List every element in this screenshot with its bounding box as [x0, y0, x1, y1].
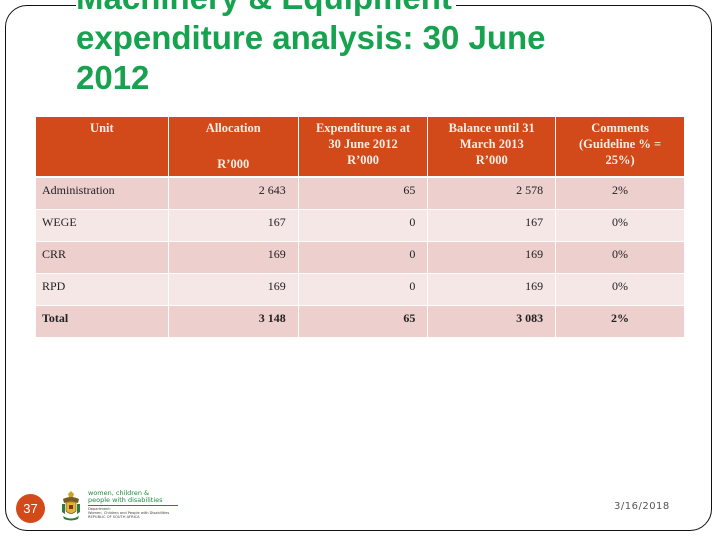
cell-comments: 0%: [556, 274, 684, 306]
cell-allocation: 169: [168, 242, 299, 274]
cell-unit: CRR: [36, 242, 169, 274]
table-header-row: Unit Allocation R’000 Expenditure as at …: [36, 117, 684, 178]
cell-balance: 2 578: [428, 178, 557, 210]
cell-comments: 0%: [556, 210, 684, 242]
cell-unit: Total: [36, 306, 169, 338]
header-balance: Balance until 31 March 2013 R’000: [428, 117, 557, 178]
table-row: WEGE 167 0 167 0%: [36, 210, 684, 242]
cell-unit: RPD: [36, 274, 169, 306]
table-row: RPD 169 0 169 0%: [36, 274, 684, 306]
cell-allocation: 2 643: [168, 178, 299, 210]
cell-allocation: 3 148: [168, 306, 299, 338]
slide-title: Machinery & Equipment expenditure analys…: [76, 0, 676, 98]
slide-number-badge: 37: [16, 494, 45, 523]
cell-expenditure: 0: [298, 242, 429, 274]
cell-expenditure: 65: [298, 306, 429, 338]
header-expenditure: Expenditure as at 30 June 2012 R’000: [298, 117, 429, 178]
table-row: CRR 169 0 169 0%: [36, 242, 684, 274]
cell-allocation: 169: [168, 274, 299, 306]
cell-expenditure: 0: [298, 274, 429, 306]
cell-comments: 2%: [556, 306, 684, 338]
logo-main-text: women, children & people with disabiliti…: [88, 490, 178, 506]
cell-expenditure: 0: [298, 210, 429, 242]
cell-balance: 167: [428, 210, 557, 242]
department-logo: women, children & people with disabiliti…: [60, 490, 178, 526]
header-allocation: Allocation R’000: [168, 117, 299, 178]
cell-balance: 169: [428, 242, 557, 274]
cell-balance: 169: [428, 274, 557, 306]
cell-expenditure: 65: [298, 178, 429, 210]
table-row-total: Total 3 148 65 3 083 2%: [36, 306, 684, 338]
slide-number: 37: [23, 501, 38, 516]
logo-sub-text: Department: Women, Children and People w…: [88, 507, 170, 520]
header-unit: Unit: [36, 117, 169, 178]
title-line-2: expenditure analysis: 30 June: [76, 19, 546, 56]
coat-of-arms-icon: [62, 491, 80, 521]
cell-balance: 3 083: [428, 306, 557, 338]
logo-text: women, children & people with disabiliti…: [88, 490, 178, 520]
header-comments: Comments (Guideline % = 25%): [556, 117, 684, 178]
cell-comments: 0%: [556, 242, 684, 274]
cell-allocation: 167: [168, 210, 299, 242]
title-line-1: Machinery & Equipment: [76, 0, 456, 18]
cell-unit: Administration: [36, 178, 169, 210]
title-line-3: 2012: [76, 59, 150, 96]
table-row: Administration 2 643 65 2 578 2%: [36, 178, 684, 210]
cell-unit: WEGE: [36, 210, 169, 242]
slide-date: 3/16/2018: [614, 501, 670, 512]
expenditure-table: Unit Allocation R’000 Expenditure as at …: [36, 117, 684, 338]
cell-comments: 2%: [556, 178, 684, 210]
